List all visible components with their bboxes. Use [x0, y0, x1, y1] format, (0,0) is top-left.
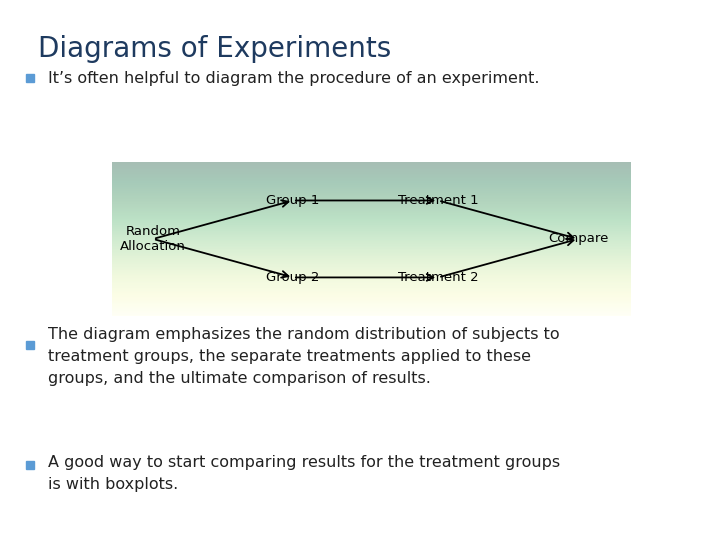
Text: Group 2: Group 2 — [266, 271, 320, 284]
Text: Group 1: Group 1 — [266, 194, 320, 207]
Text: The diagram emphasizes the random distribution of subjects to
treatment groups, : The diagram emphasizes the random distri… — [48, 327, 559, 387]
Text: Treatment 2: Treatment 2 — [398, 271, 479, 284]
Text: Treatment 1: Treatment 1 — [398, 194, 479, 207]
Text: It’s often helpful to diagram the procedure of an experiment.: It’s often helpful to diagram the proced… — [48, 71, 539, 85]
Text: Diagrams of Experiments: Diagrams of Experiments — [38, 35, 391, 63]
Text: Compare: Compare — [548, 232, 608, 246]
Text: A good way to start comparing results for the treatment groups
is with boxplots.: A good way to start comparing results fo… — [48, 455, 560, 492]
Text: Random
Allocation: Random Allocation — [120, 225, 186, 253]
